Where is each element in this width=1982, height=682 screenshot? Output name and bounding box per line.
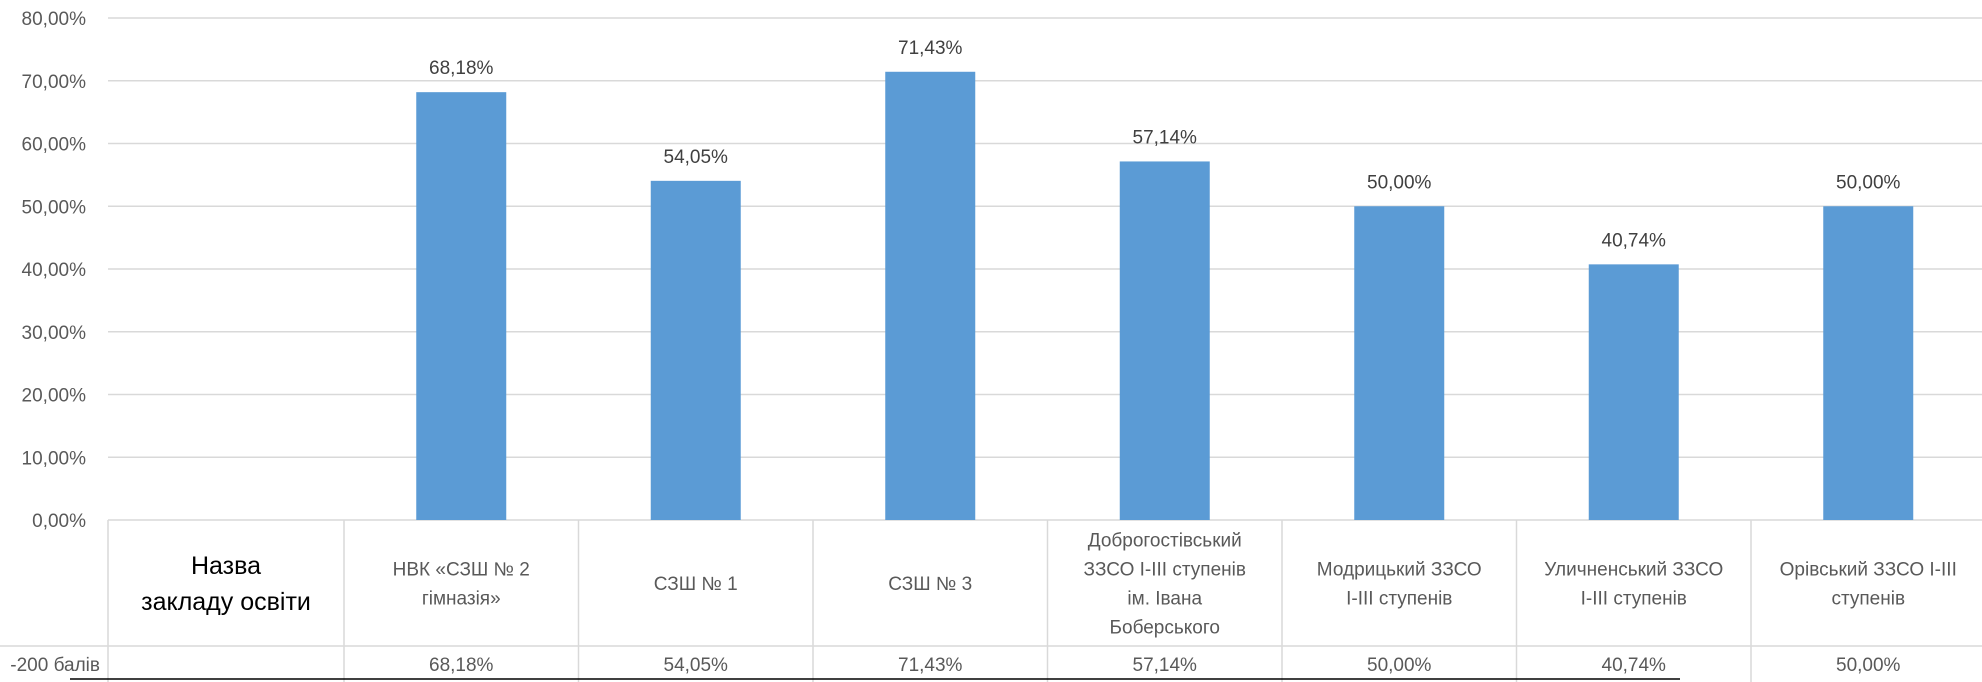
data-label: 40,74% <box>1602 230 1667 251</box>
bar <box>416 92 507 520</box>
category-label: НВК «СЗШ № 2 <box>393 560 530 581</box>
category-label: СЗШ № 1 <box>654 574 738 595</box>
bars <box>416 71 1914 521</box>
data-table: Назва закладу освіти НВК «СЗШ № 2 гімназія»… <box>0 520 1982 682</box>
y-tick-label: 30,00% <box>22 323 87 344</box>
category-label: Боберського <box>1110 618 1220 639</box>
table-value: 68,18% <box>429 655 494 676</box>
y-tick-label: 20,00% <box>22 386 87 407</box>
category-label: Орівський ЗЗСО І-ІІІ <box>1780 560 1957 581</box>
table-value: 54,05% <box>664 655 729 676</box>
bar <box>1588 264 1679 520</box>
category-label: ЗЗСО І-ІІІ ступенів <box>1084 560 1246 581</box>
y-tick-label: 60,00% <box>22 135 87 156</box>
table-value: 50,00% <box>1836 655 1901 676</box>
y-tick-label: 70,00% <box>22 72 87 93</box>
data-label: 68,18% <box>429 58 494 79</box>
bar <box>885 71 976 521</box>
bar <box>1119 161 1210 520</box>
gridlines <box>108 17 1982 521</box>
y-tick-label: 0,00% <box>32 511 86 532</box>
table-value: 40,74% <box>1602 655 1667 676</box>
table-value: 50,00% <box>1367 655 1432 676</box>
category-label: гімназія» <box>422 589 501 610</box>
data-label: 50,00% <box>1836 172 1901 193</box>
table-value: 71,43% <box>898 655 963 676</box>
category-label: Доброгостівський <box>1088 531 1242 552</box>
data-label: 50,00% <box>1367 172 1432 193</box>
category-label: ступенів <box>1831 589 1905 610</box>
category-label: Модрицький ЗЗСО <box>1317 560 1482 581</box>
category-label: ім. Івана <box>1127 589 1202 610</box>
category-label: Уличненський ЗЗСО <box>1544 560 1723 581</box>
y-tick-label: 50,00% <box>22 197 87 218</box>
bar <box>650 180 741 520</box>
data-label: 57,14% <box>1133 127 1198 148</box>
category-label: І-ІІІ ступенів <box>1581 589 1687 610</box>
data-labels: 68,18% 54,05% 71,43% 57,14% 50,00% 40,74% 50,0… <box>429 38 1901 252</box>
bar <box>1354 206 1445 520</box>
bar <box>1823 206 1914 520</box>
series-name-label: -200 балів <box>10 655 100 676</box>
table-header-label: закладу освіти <box>141 588 311 616</box>
category-label: І-ІІІ ступенів <box>1346 589 1452 610</box>
data-label: 71,43% <box>898 38 963 59</box>
table-header-label: Назва <box>191 552 261 580</box>
category-label: СЗШ № 3 <box>888 574 972 595</box>
y-axis: 0,00% 10,00% 20,00% 30,00% 40,00% 50,00% 60,00… <box>22 9 87 532</box>
y-tick-label: 80,00% <box>22 9 87 30</box>
data-label: 54,05% <box>664 147 729 168</box>
y-tick-label: 40,00% <box>22 260 87 281</box>
table-value: 57,14% <box>1133 655 1198 676</box>
y-tick-label: 10,00% <box>22 448 87 469</box>
